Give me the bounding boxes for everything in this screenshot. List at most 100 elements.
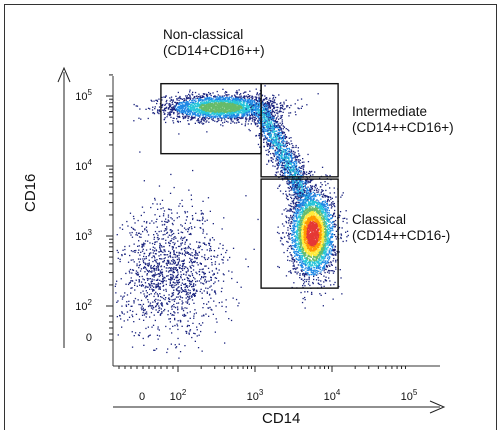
event-dot <box>280 102 282 104</box>
event-dot <box>269 129 271 131</box>
event-dot <box>304 257 306 259</box>
event-dot <box>268 117 271 119</box>
event-dot <box>297 190 300 192</box>
event-dot <box>290 160 292 162</box>
event-dot <box>285 275 288 277</box>
event-dot <box>289 181 291 183</box>
event-dot <box>295 155 298 157</box>
event-dot <box>307 180 310 182</box>
event-dot <box>261 114 263 117</box>
event-dot <box>244 95 246 98</box>
event-dot <box>290 172 292 174</box>
event-dot <box>224 116 227 118</box>
event-dot <box>228 114 230 116</box>
event-dot <box>207 96 209 99</box>
event-dot <box>273 139 275 141</box>
event-dot <box>278 143 280 146</box>
event-dot <box>183 109 185 112</box>
event-dot <box>236 90 238 92</box>
event-dot <box>233 105 235 107</box>
event-dot <box>295 162 298 165</box>
event-dot <box>282 128 284 130</box>
event-dot <box>205 112 207 114</box>
event-dot <box>202 99 204 101</box>
event-dot <box>257 119 259 122</box>
event-dot <box>310 180 312 182</box>
event-dot <box>285 215 287 217</box>
event-dot <box>263 131 265 133</box>
event-dot <box>194 112 196 114</box>
event-dot <box>325 216 327 218</box>
event-dot <box>250 100 252 102</box>
event-dot <box>286 181 288 183</box>
event-dot <box>278 139 280 142</box>
event-dot <box>284 152 286 154</box>
event-dot <box>189 119 192 121</box>
event-dot <box>227 103 229 105</box>
event-dot <box>254 119 256 121</box>
event-dot <box>269 110 271 112</box>
event-dot <box>209 109 211 111</box>
event-dot <box>204 98 206 100</box>
event-dot <box>189 102 192 104</box>
event-dot <box>307 182 309 184</box>
event-dot <box>295 189 297 191</box>
event-dot <box>207 94 209 96</box>
event-dot <box>301 165 303 168</box>
event-dot <box>198 98 200 100</box>
event-dot <box>266 124 268 126</box>
event-dot <box>275 158 277 160</box>
event-dot <box>223 117 225 119</box>
event-dot <box>189 94 191 96</box>
event-dot <box>214 96 216 98</box>
event-dot <box>298 153 300 155</box>
event-dot <box>264 130 266 132</box>
event-dot <box>219 98 221 101</box>
event-dot <box>290 154 292 156</box>
event-dot <box>278 153 281 156</box>
event-dot <box>221 119 223 121</box>
event-dot <box>235 96 238 98</box>
event-dot <box>239 112 241 114</box>
event-dot <box>268 124 271 126</box>
event-dot <box>297 159 299 161</box>
event-dot <box>252 101 254 103</box>
event-dot <box>251 111 253 113</box>
event-dot <box>185 102 187 105</box>
event-dot <box>286 148 288 150</box>
event-dot <box>172 117 174 119</box>
event-dot <box>248 106 250 109</box>
event-dot <box>199 103 201 105</box>
event-dot <box>334 249 336 251</box>
event-dot <box>276 136 279 138</box>
event-dot <box>267 113 270 116</box>
event-dot <box>269 135 271 137</box>
event-dot <box>244 112 246 114</box>
event-dot <box>218 101 220 103</box>
event-dot <box>182 114 184 116</box>
event-dot <box>258 122 260 124</box>
event-dot <box>202 110 205 112</box>
event-dot <box>332 270 334 272</box>
event-dot <box>277 124 279 127</box>
event-dot <box>272 125 274 127</box>
event-dot <box>259 122 261 124</box>
event-dot <box>269 127 271 130</box>
event-dot <box>189 103 191 106</box>
event-dot <box>207 102 210 104</box>
event-dot <box>236 109 238 111</box>
event-dot <box>281 171 283 173</box>
event-dot <box>300 175 302 177</box>
event-dot <box>282 139 285 141</box>
event-dot <box>284 144 287 146</box>
event-dot <box>198 100 200 102</box>
event-dot <box>258 133 261 135</box>
event-dot <box>236 119 238 122</box>
event-dot <box>297 172 300 174</box>
event-dot <box>185 116 187 118</box>
event-dot <box>250 105 252 107</box>
event-dot <box>266 113 269 115</box>
event-dot <box>182 111 184 114</box>
event-dot <box>271 140 273 142</box>
event-dot <box>258 113 261 115</box>
